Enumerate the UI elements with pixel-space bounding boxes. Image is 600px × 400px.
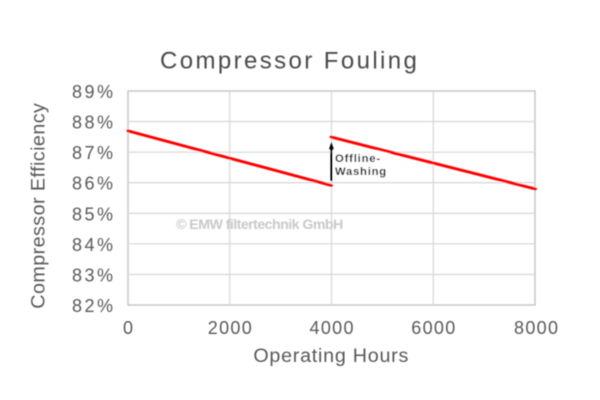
svg-text:86%: 86% [72, 174, 116, 194]
svg-text:4000: 4000 [310, 318, 355, 338]
svg-text:Operating Hours: Operating Hours [253, 345, 409, 367]
svg-text:83%: 83% [72, 265, 116, 285]
svg-text:Compressor Efficiency: Compressor Efficiency [28, 103, 50, 309]
svg-text:0: 0 [123, 318, 134, 338]
svg-text:Compressor Fouling: Compressor Fouling [160, 48, 419, 75]
svg-text:© EMW filtertechnik GmbH: © EMW filtertechnik GmbH [176, 217, 343, 233]
svg-text:Washing: Washing [335, 166, 387, 178]
svg-text:87%: 87% [72, 143, 116, 163]
svg-text:2000: 2000 [208, 318, 253, 338]
svg-text:6000: 6000 [411, 318, 456, 338]
svg-text:82%: 82% [72, 296, 116, 316]
svg-text:84%: 84% [72, 235, 116, 255]
svg-text:8000: 8000 [514, 318, 559, 338]
svg-text:89%: 89% [72, 82, 116, 102]
svg-text:88%: 88% [72, 113, 116, 133]
svg-text:85%: 85% [72, 204, 116, 224]
svg-text:Offline-: Offline- [335, 153, 381, 165]
